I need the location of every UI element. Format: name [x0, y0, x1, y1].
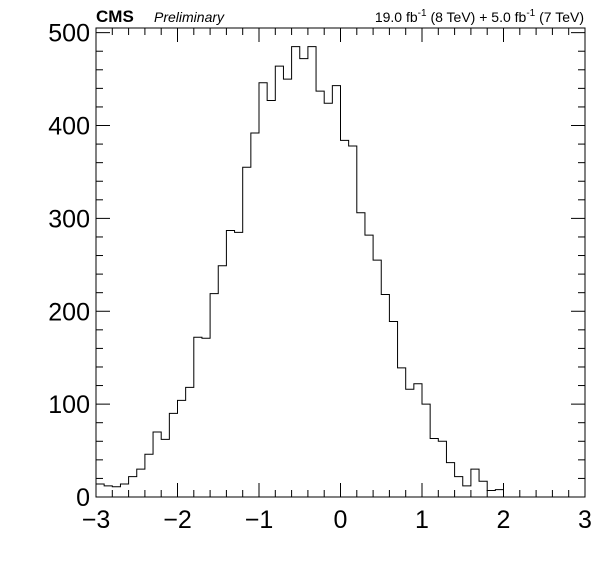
y-tick-label: 300	[48, 205, 90, 233]
lumi-8tev-value: 19.0 fb	[375, 9, 418, 25]
x-tick-label: 2	[497, 506, 511, 534]
experiment-label: CMS	[96, 7, 134, 26]
luminosity-label: 19.0 fb-1 (8 TeV) + 5.0 fb-1 (7 TeV)	[375, 8, 584, 25]
histogram-series	[96, 46, 504, 491]
x-tick-labels: −3 −2 −1 0 1 2 3	[82, 506, 592, 534]
y-tick-label: 200	[48, 298, 90, 326]
y-tick-label: 500	[48, 20, 90, 48]
axis-ticks	[95, 28, 586, 498]
x-tick-label: 3	[578, 506, 592, 534]
y-tick-labels: 0 100 200 300 400 500	[48, 20, 90, 512]
status-label: Preliminary	[154, 9, 225, 25]
lumi-8tev-exponent: -1	[418, 8, 427, 19]
lumi-7tev-energy: (7 TeV)	[535, 9, 584, 25]
x-tick-label: −3	[82, 506, 111, 534]
plot-frame	[95, 27, 586, 498]
x-tick-label: −1	[245, 506, 274, 534]
x-tick-label: 1	[415, 506, 429, 534]
lumi-8tev-energy: (8 TeV) + 5.0 fb	[427, 9, 527, 25]
y-tick-label: 400	[48, 113, 90, 141]
y-tick-label: 0	[76, 484, 90, 512]
lumi-7tev-exponent: -1	[526, 8, 535, 19]
y-tick-label: 100	[48, 391, 90, 419]
x-tick-label: −2	[163, 506, 192, 534]
x-tick-label: 0	[334, 506, 348, 534]
